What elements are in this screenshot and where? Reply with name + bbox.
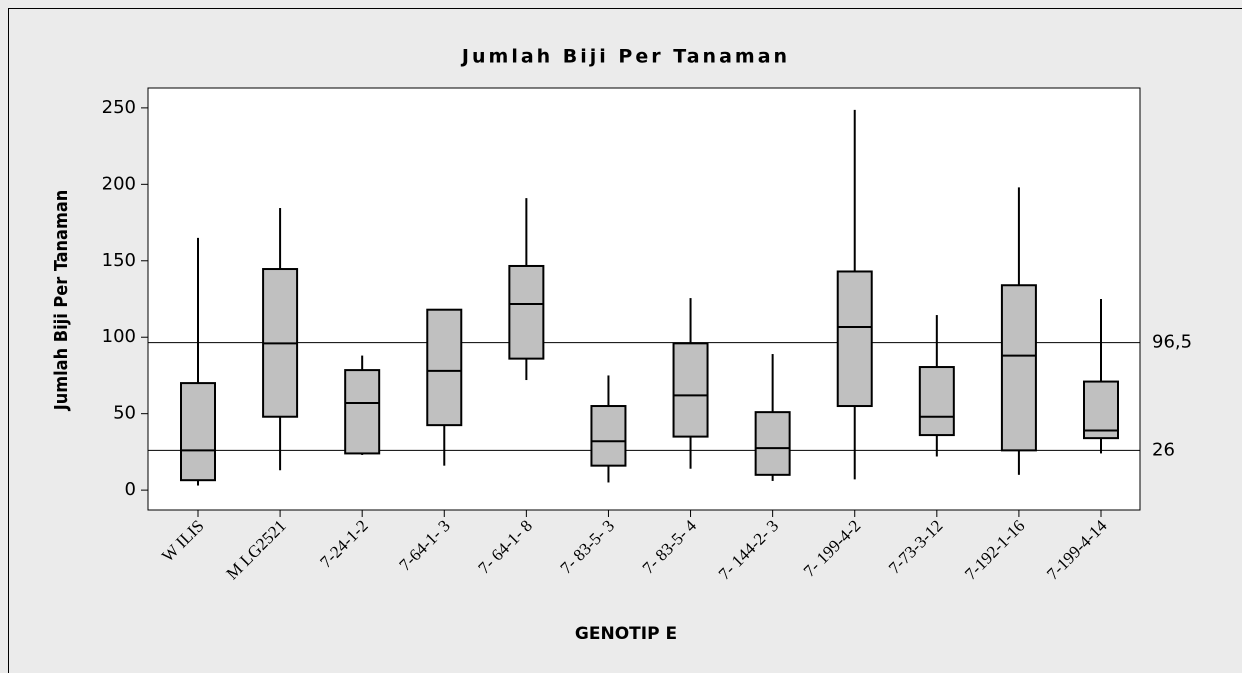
box xyxy=(344,369,381,455)
box xyxy=(180,382,216,482)
y-axis-label: Jumlah Biji Per Tanaman xyxy=(51,190,72,412)
box xyxy=(426,308,463,427)
y-tick-label: 200 xyxy=(102,173,136,194)
chart-title: Jumlah Biji Per Tanaman xyxy=(460,46,790,68)
reference-label: 96,5 xyxy=(1152,332,1192,353)
box xyxy=(754,411,791,476)
box xyxy=(1000,284,1037,452)
plot-area xyxy=(147,87,1141,511)
y-tick-label: 150 xyxy=(102,250,136,271)
y-tick-label: 0 xyxy=(125,479,136,500)
box xyxy=(590,405,627,467)
box xyxy=(508,264,545,360)
box xyxy=(1083,380,1119,440)
y-tick-label: 50 xyxy=(113,403,136,424)
reference-label: 26 xyxy=(1152,439,1175,460)
y-tick-label: 250 xyxy=(102,97,136,118)
box xyxy=(918,366,955,437)
y-tick-label: 100 xyxy=(102,326,136,347)
x-axis-label: GENOTIP E xyxy=(575,624,677,644)
box xyxy=(672,342,709,438)
box xyxy=(836,270,873,408)
